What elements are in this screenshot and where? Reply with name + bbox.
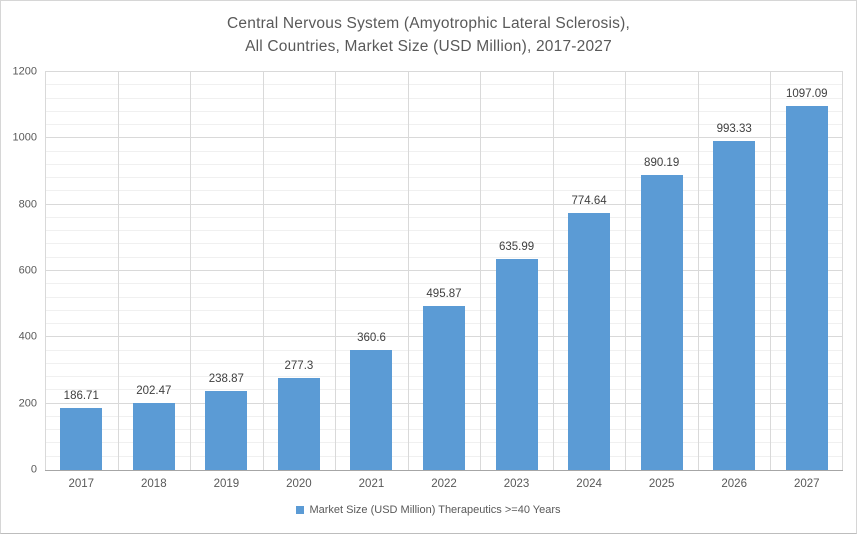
gridline-horizontal [45,110,843,112]
chart-title-line-2: All Countries, Market Size (USD Million)… [245,38,612,55]
gridline-vertical [625,72,627,470]
bar [640,174,683,470]
gridline-vertical [552,72,554,470]
y-tick-label: 1200 [12,65,37,78]
bar-cell: 1097.09 [770,72,843,470]
gridline-vertical [45,72,46,470]
y-tick-label: 800 [18,198,37,211]
bar [205,390,248,470]
gridline-horizontal [45,124,843,126]
bar [785,106,828,470]
bar-cell: 277.3 [263,72,336,470]
gridline-vertical [190,72,192,470]
gridline-horizontal [45,150,843,152]
x-tick-label: 2024 [576,478,602,490]
bar [277,378,320,470]
bar-value-label: 186.71 [63,390,99,403]
gridline-horizontal [45,84,843,86]
y-tick-label: 1000 [12,131,37,144]
x-tick-label: 2022 [431,478,457,490]
bar [132,402,175,470]
bar-value-label: 774.64 [571,195,607,208]
bar [350,350,393,470]
gridline-vertical [697,72,699,470]
y-tick-label: 400 [18,330,37,343]
gridline-horizontal [45,190,843,192]
bar-cell: 360.6 [335,72,408,470]
gridline-horizontal [45,71,843,72]
gridline-vertical [407,72,409,470]
gridline-vertical [117,72,119,470]
bar-cell: 774.64 [553,72,626,470]
y-tick-label: 200 [18,397,37,410]
y-tick-label: 0 [30,463,37,476]
bar-cell: 495.87 [408,72,481,470]
x-tick-label: 2023 [503,478,530,490]
bar [423,305,465,470]
gridline-vertical [480,72,482,470]
y-axis: 0 200 400 600 800 1000 1200 [1,66,37,475]
gridline-horizontal [45,163,843,165]
x-tick-label: 2020 [286,478,312,490]
gridline-horizontal [45,97,843,99]
bar-value-label: 202.47 [136,384,172,397]
gridline-horizontal [45,270,843,271]
bar-value-label: 635.99 [498,241,535,254]
plot-area: 186.71 202.47 238.87 277.3 360.6 495.87 635.99… [45,71,843,471]
bar-cell: 635.99 [480,72,553,470]
gridline-horizontal [45,177,843,179]
x-tick-label: 2027 [793,478,820,490]
gridline-horizontal [45,203,843,205]
bar-cell: 238.87 [190,72,263,470]
legend: Market Size (USD Million) Therapeutics >… [1,504,856,516]
gridline-horizontal [45,296,843,298]
bar-cell: 202.47 [118,72,191,470]
gridline-horizontal [45,137,843,139]
x-tick-label: 2025 [648,478,675,490]
x-tick-label: 2019 [213,478,240,490]
bar-value-label: 238.87 [208,372,244,385]
bar-value-label: 890.19 [644,156,680,169]
bar-cell: 890.19 [625,72,698,470]
x-tick-label: 2026 [721,478,747,490]
gridline-horizontal [45,256,843,258]
x-tick-label: 2018 [141,478,167,490]
bar-value-label: 993.33 [716,122,752,135]
bar [60,408,103,470]
gridline-horizontal [45,216,843,218]
bar [568,213,611,470]
gridline-horizontal [45,243,843,245]
x-axis: 2017 2018 2019 2020 2021 2022 2023 2024 2025 2026… [45,478,843,490]
bar-cell: 186.71 [45,72,118,470]
bar-value-label: 277.3 [284,360,314,373]
gridline-vertical [770,72,772,470]
bar-value-label: 360.6 [357,332,386,345]
chart-title: Central Nervous System (Amyotrophic Late… [1,12,856,58]
gridline-horizontal [45,230,843,232]
bar-series: 186.71 202.47 238.87 277.3 360.6 495.87 635.99… [45,72,843,470]
chart-title-line-1: Central Nervous System (Amyotrophic Late… [227,15,630,32]
x-tick-label: 2021 [358,478,385,490]
bar [495,259,538,470]
gridline-vertical [842,72,843,470]
legend-marker-icon [296,506,305,514]
bar-value-label: 495.87 [426,287,462,300]
legend-label: Market Size (USD Million) Therapeutics >… [309,504,561,516]
y-tick-label: 600 [18,264,37,277]
bar-cell: 993.33 [698,72,771,470]
x-tick-label: 2017 [68,478,95,490]
gridline-vertical [262,72,264,470]
gridline-vertical [335,72,337,470]
bar [713,140,756,470]
bar-value-label: 1097.09 [785,88,828,101]
gridline-horizontal [45,283,843,285]
